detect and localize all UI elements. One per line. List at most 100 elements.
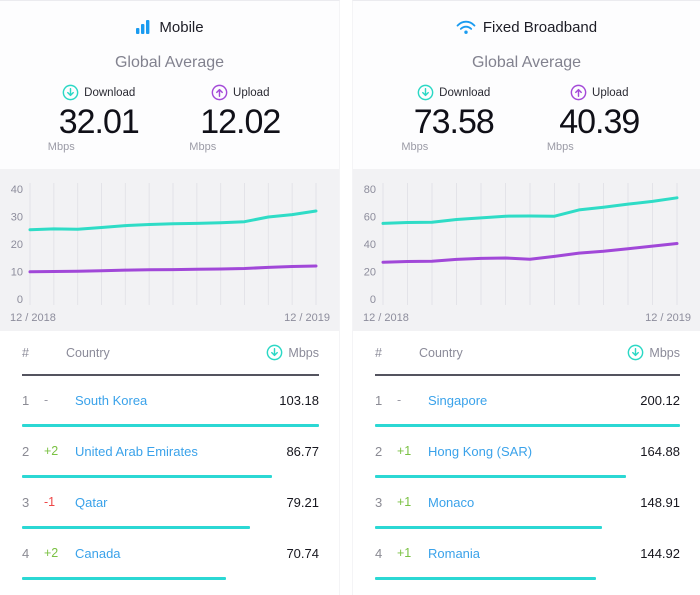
speed-bar [375, 424, 680, 427]
country-link[interactable]: Singapore [428, 392, 488, 408]
mobile-line-chart-svg: 40 30 20 10 0 12 / 2018 12 / 2019 [10, 183, 330, 324]
rank-change-cell: -1 [44, 495, 56, 509]
rank-change-cell: +1 [397, 444, 412, 458]
country-link[interactable]: Qatar [75, 494, 108, 510]
download-label: Download [439, 86, 491, 99]
table-header-divider [22, 374, 319, 376]
table-row: 4 +1 Romania 144.92 [375, 529, 680, 580]
fixed-upload-value: 40.39 [559, 103, 640, 141]
mbps-unit: Mbps [189, 141, 217, 153]
svg-text:80: 80 [364, 184, 376, 196]
country-column-header: Country [66, 345, 110, 360]
mobile-signal-bars-icon [136, 20, 150, 34]
speed-bar [375, 475, 627, 478]
speed-value-cell: 86.77 [286, 443, 319, 459]
upload-circle-icon [570, 84, 587, 101]
svg-text:20: 20 [11, 239, 23, 251]
download-circle-icon [628, 344, 644, 361]
fixed-broadband-panel: Fixed Broadband Global Average Download … [352, 0, 700, 595]
table-row: 1 - Singapore 200.12 [375, 376, 680, 427]
global-average-label: Global Average [114, 54, 225, 71]
upload-label: Upload [592, 86, 629, 99]
mobile-ranking-table: # Country Mbps 1 - South Korea 103.18 2 [0, 331, 339, 580]
rank-change-cell: - [397, 393, 402, 407]
table-header-row: # Country Mbps [22, 331, 319, 374]
country-link[interactable]: Hong Kong (SAR) [428, 443, 533, 459]
upload-label: Upload [233, 86, 270, 99]
rank-cell: 2 [22, 443, 30, 459]
mobile-title-row: Mobile [0, 16, 339, 38]
country-link[interactable]: Romania [428, 545, 481, 561]
table-row: 3 -1 Qatar 79.21 [22, 478, 319, 529]
rank-column-header: # [375, 345, 382, 360]
svg-text:12 / 2019: 12 / 2019 [645, 312, 691, 324]
speed-bar [22, 526, 251, 529]
mobile-download-stat: Download 32.01 Mbps [28, 84, 170, 153]
fixed-trend-chart: 80 60 40 20 0 12 / 2018 12 / 2019 [353, 169, 700, 331]
mbps-unit: Mbps [47, 141, 75, 153]
country-link[interactable]: Monaco [428, 494, 475, 510]
rank-column-header: # [22, 345, 29, 360]
svg-text:40: 40 [364, 239, 376, 251]
rank-cell: 3 [22, 494, 30, 510]
svg-text:40: 40 [11, 184, 23, 196]
svg-text:12 / 2019: 12 / 2019 [284, 312, 330, 324]
country-link[interactable]: Canada [75, 545, 121, 561]
table-header-divider [375, 374, 680, 376]
global-average-label: Global Average [471, 54, 582, 71]
speed-value-cell: 79.21 [286, 494, 319, 510]
svg-text:12 / 2018: 12 / 2018 [10, 312, 56, 324]
mobile-trend-chart: 40 30 20 10 0 12 / 2018 12 / 2019 [0, 169, 339, 331]
mobile-download-value: 32.01 [58, 103, 140, 141]
svg-text:12 / 2018: 12 / 2018 [363, 312, 409, 324]
svg-text:60: 60 [364, 212, 376, 224]
table-row: 2 +1 Hong Kong (SAR) 164.88 [375, 427, 680, 478]
rank-cell: 3 [375, 494, 383, 510]
speed-bar [22, 475, 272, 478]
fixed-download-stat: Download 73.58 Mbps [381, 84, 527, 153]
rank-cell: 1 [22, 392, 30, 408]
rank-cell: 2 [375, 443, 383, 459]
panel-title: Mobile [159, 18, 204, 36]
svg-text:0: 0 [370, 294, 376, 306]
speed-column-header[interactable]: Mbps [266, 344, 319, 361]
fixed-title-row: Fixed Broadband [353, 16, 700, 38]
table-row: 1 - South Korea 103.18 [22, 376, 319, 427]
svg-text:0: 0 [17, 294, 23, 306]
download-circle-icon [417, 84, 434, 101]
speed-value-cell: 148.91 [640, 494, 680, 510]
svg-text:30: 30 [11, 212, 23, 224]
fixed-download-value: 73.58 [413, 103, 495, 141]
speed-value-cell: 70.74 [286, 545, 319, 561]
rank-change-cell: +1 [397, 546, 412, 560]
mobile-header: Mobile Global Average Download 32.01 Mbp… [0, 1, 339, 169]
svg-text:20: 20 [364, 267, 376, 279]
table-row: 3 +1 Monaco 148.91 [375, 478, 680, 529]
download-circle-icon [267, 344, 283, 361]
fixed-stats: Download 73.58 Mbps Upload 40.39 Mbps [353, 84, 700, 153]
speed-bar [375, 577, 596, 580]
country-column-header: Country [419, 345, 463, 360]
table-header-row: # Country Mbps [375, 331, 680, 374]
speed-bar [22, 424, 319, 427]
table-row: 2 +2 United Arab Emirates 86.77 [22, 427, 319, 478]
speed-value-cell: 103.18 [279, 392, 319, 408]
country-link[interactable]: United Arab Emirates [75, 443, 198, 459]
country-link[interactable]: South Korea [75, 392, 148, 408]
speed-column-header[interactable]: Mbps [627, 344, 680, 361]
download-label: Download [84, 86, 136, 99]
rank-cell: 4 [375, 545, 383, 561]
fixed-header: Fixed Broadband Global Average Download … [353, 1, 700, 169]
mbps-unit: Mbps [401, 141, 429, 153]
rank-change-cell: +2 [44, 546, 59, 560]
speed-value-cell: 200.12 [640, 392, 680, 408]
speed-value-cell: 144.92 [640, 545, 680, 561]
mbps-unit: Mbps [546, 141, 574, 153]
rank-change-cell: +2 [44, 444, 59, 458]
fixed-upload-stat: Upload 40.39 Mbps [527, 84, 673, 153]
fixed-line-chart-svg: 80 60 40 20 0 12 / 2018 12 / 2019 [363, 183, 691, 324]
download-circle-icon [62, 84, 79, 101]
mobile-upload-stat: Upload 12.02 Mbps [170, 84, 312, 153]
upload-circle-icon [211, 84, 228, 101]
